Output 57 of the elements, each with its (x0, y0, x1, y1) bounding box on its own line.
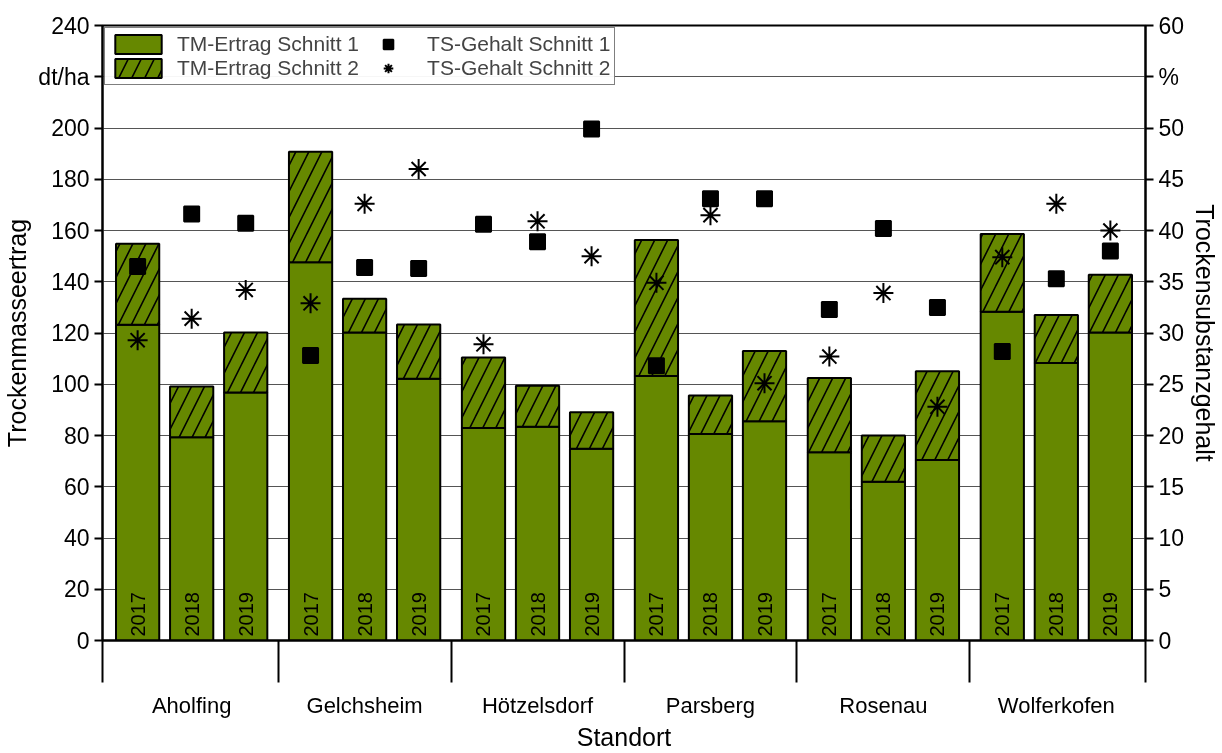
y-tick-label: 240 (51, 12, 90, 39)
x-tick-label: 2019 (407, 592, 430, 637)
x-tick-label: 2019 (926, 592, 949, 637)
x-tick-label: 2017 (991, 592, 1014, 637)
y2-axis-title: Trockensubstanzgehalt (1191, 204, 1220, 462)
x-tick-label: 2019 (1099, 592, 1122, 637)
y2-tick-label: 5 (1158, 576, 1172, 603)
y2-tick-label: 35 (1158, 268, 1185, 295)
y-tick-label: 0 (76, 627, 90, 654)
x-tick-label: 2018 (872, 592, 895, 637)
x-axis-title: Standort (576, 722, 672, 751)
x-tick-label: 2018 (526, 592, 549, 637)
y2-tick-label: 45 (1158, 166, 1185, 193)
text: Wolferkofen (997, 692, 1115, 718)
y2-tick-label: 20 (1158, 422, 1185, 449)
y2-tick-label: 10 (1158, 525, 1185, 551)
x-tick-label: 2019 (580, 592, 603, 637)
y-axis-title: Trockenmasseertrag (3, 218, 32, 448)
x-tick-label: 2019 (234, 592, 257, 637)
y-tick-label: 100 (51, 371, 90, 398)
y-tick-label: dt/ha (38, 63, 90, 90)
x-tick-label: 2017 (299, 592, 322, 637)
y-tick-label: 120 (51, 320, 90, 346)
y2-tick-label: 25 (1158, 371, 1185, 398)
text: Aholfing (151, 692, 232, 718)
y2-tick-label: 15 (1158, 473, 1185, 500)
y-tick-label: 160 (51, 217, 90, 244)
x-tick-label: 2017 (645, 592, 668, 637)
x-tick-label: 2019 (753, 592, 776, 637)
legend-label: TM-Ertrag Schnitt 2 (177, 56, 360, 80)
x-tick-label: 2018 (1045, 592, 1068, 637)
x-tick-label: 2017 (472, 592, 495, 637)
y2-tick-label: 40 (1158, 217, 1185, 244)
x-tick-label: 2018 (353, 592, 376, 637)
y2-tick-label: 0 (1158, 627, 1172, 654)
y-tick-label: 140 (51, 268, 90, 295)
text: Gelchsheim (306, 692, 423, 718)
x-tick-label: 2017 (126, 592, 149, 637)
x-tick-label: 2018 (180, 592, 203, 637)
legend-label: TM-Ertrag Schnitt 1 (177, 32, 360, 56)
text: Rosenau (839, 692, 928, 718)
y2-tick-label: 60 (1158, 12, 1185, 39)
y-tick-label: 200 (51, 115, 90, 141)
x-tick-label: 2018 (699, 592, 722, 637)
y2-tick-label: 50 (1158, 115, 1185, 141)
y-tick-label: 180 (51, 166, 90, 193)
y-tick-label: 60 (63, 473, 90, 500)
y-tick-label: 40 (63, 525, 90, 551)
x-tick-label: 2017 (818, 592, 841, 637)
y-tick-label: 80 (63, 422, 90, 449)
text: Hötzelsdorf (481, 692, 595, 718)
y2-tick-label: 30 (1158, 320, 1185, 346)
text: Parsberg (665, 692, 756, 718)
legend-label: TS-Gehalt Schnitt 2 (427, 56, 611, 80)
y2-tick-label: % (1158, 63, 1179, 90)
legend-label: TS-Gehalt Schnitt 1 (427, 32, 611, 56)
y-tick-label: 20 (63, 576, 90, 603)
